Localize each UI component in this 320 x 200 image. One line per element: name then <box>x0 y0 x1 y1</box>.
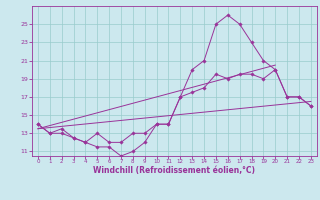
X-axis label: Windchill (Refroidissement éolien,°C): Windchill (Refroidissement éolien,°C) <box>93 166 255 175</box>
